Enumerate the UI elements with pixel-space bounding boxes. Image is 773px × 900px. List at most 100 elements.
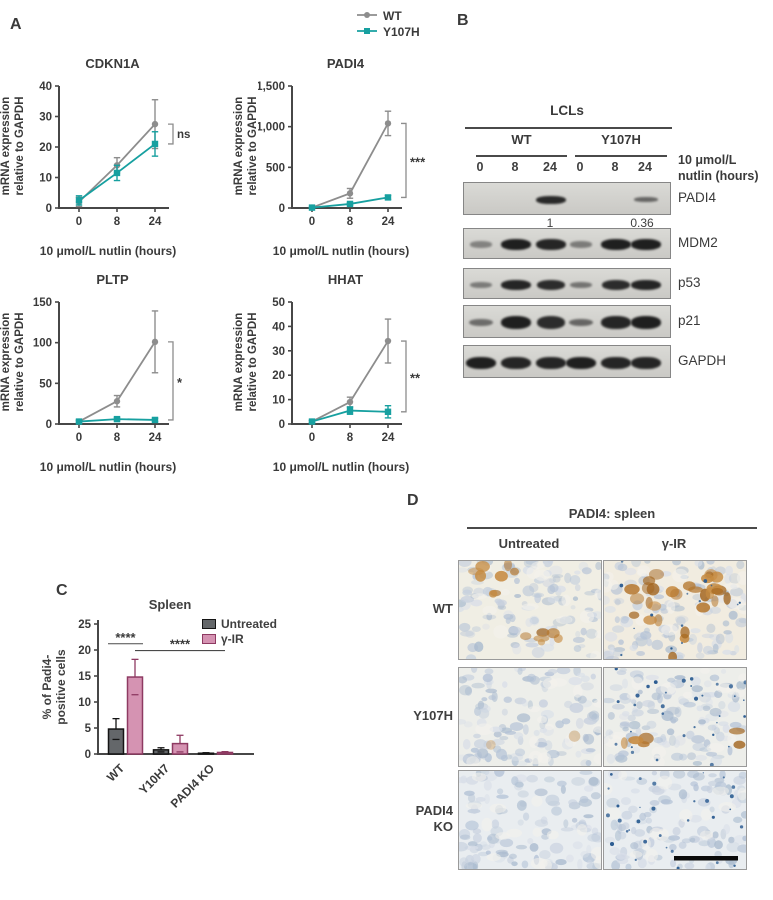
svg-text:ns: ns — [177, 129, 190, 141]
panel-b-label: B — [457, 12, 469, 29]
blot-label-padi4: PADI4 — [678, 189, 717, 205]
svg-text:0: 0 — [85, 749, 91, 761]
svg-text:***: *** — [410, 154, 426, 169]
blot-lane-label: 0 — [576, 160, 584, 174]
svg-text:24: 24 — [382, 432, 395, 444]
ihc-col-untreated: Untreated — [498, 536, 560, 551]
svg-text:10: 10 — [272, 395, 285, 407]
svg-text:500: 500 — [266, 162, 285, 174]
ihc-row-label: WT — [432, 601, 453, 616]
blot-label-p53: p53 — [678, 274, 701, 290]
svg-text:24: 24 — [149, 216, 162, 228]
svg-text:****: **** — [170, 637, 191, 652]
svg-text:0: 0 — [46, 203, 52, 215]
protein-band — [631, 279, 661, 290]
svg-text:0: 0 — [309, 432, 315, 444]
y-axis-label: mRNA expression relative to GAPDH — [233, 96, 259, 196]
blot-strip-mdm2 — [463, 228, 671, 259]
x-axis-label: 10 μmol/L nutlin (hours) — [39, 244, 177, 258]
protein-band — [536, 239, 566, 250]
protein-band — [601, 356, 631, 369]
protein-band — [501, 356, 531, 369]
svg-text:0: 0 — [76, 432, 82, 444]
band-quantification: 1 — [546, 216, 554, 230]
protein-band — [536, 356, 566, 369]
svg-text:150: 150 — [33, 297, 52, 309]
protein-band — [631, 239, 661, 250]
svg-text:50: 50 — [39, 378, 52, 390]
ihc-image-wt-untreated — [458, 560, 602, 660]
y-axis-label: mRNA expression relative to GAPDH — [0, 96, 26, 196]
blot-lane-label: 8 — [511, 160, 519, 174]
svg-text:****: **** — [115, 630, 136, 645]
ihc-title: PADI4: spleen — [568, 506, 656, 521]
legend-panel-a: WT Y107H — [356, 8, 420, 40]
ihc-image-padi4ko-gamma-ir — [603, 770, 747, 870]
protein-band — [601, 279, 631, 290]
blot-label-p21: p21 — [678, 312, 701, 328]
protein-band — [566, 356, 596, 369]
blot-strip-p53 — [463, 268, 671, 299]
svg-text:8: 8 — [347, 432, 354, 444]
y-axis-label: mRNA expression relative to GAPDH — [233, 312, 259, 412]
svg-text:20: 20 — [272, 370, 285, 382]
chart-padi4: PADI4 mRNA expression relative to GAPDH 0… — [228, 52, 446, 267]
ihc-image-wt-gamma-ir — [603, 560, 747, 660]
chart-title: PLTP — [96, 272, 129, 287]
protein-band — [631, 316, 661, 329]
blot-label-mdm2: MDM2 — [678, 234, 718, 250]
band-quantification: 0.36 — [630, 216, 654, 230]
protein-band — [501, 316, 531, 329]
chart-cdkn1a: CDKN1A mRNA expression relative to GAPDH … — [0, 52, 213, 267]
line-plot: 0 50 100 150 0 8 24 * — [25, 292, 207, 456]
legend-panel-c: Untreated γ-IR — [202, 616, 277, 646]
blot-strip-gapdh — [463, 345, 671, 378]
svg-text:30: 30 — [39, 112, 52, 124]
chart-pltp: PLTP mRNA expression relative to GAPDH 0 5… — [0, 268, 213, 483]
svg-text:10: 10 — [39, 173, 52, 185]
svg-text:WT: WT — [104, 761, 128, 785]
svg-text:20: 20 — [78, 645, 91, 657]
svg-text:30: 30 — [272, 346, 285, 358]
line-chart-svg: 0 10 20 30 40 0 8 24 ns — [39, 81, 190, 228]
line-chart-svg: 0 10 20 30 40 50 0 8 24 ** — [272, 297, 421, 444]
protein-band — [601, 316, 631, 329]
ihc-row-label: PADI4 KO — [415, 803, 453, 835]
svg-text:0: 0 — [46, 419, 52, 431]
x-axis-label: 10 μmol/L nutlin (hours) — [272, 244, 410, 258]
protein-band — [631, 356, 661, 369]
protein-band — [536, 195, 566, 204]
svg-text:8: 8 — [114, 216, 121, 228]
wt-line-marker-icon — [356, 9, 378, 24]
panel-c-label: C — [56, 582, 68, 599]
ihc-title-underline — [467, 527, 757, 529]
protein-band — [536, 316, 566, 329]
x-axis-label: 10 μmol/L nutlin (hours) — [272, 460, 410, 474]
protein-band — [634, 197, 658, 202]
svg-text:10: 10 — [78, 697, 91, 709]
legend-label-untreated: Untreated — [221, 616, 278, 631]
svg-text:0: 0 — [76, 216, 82, 228]
blot-lane-label: 24 — [638, 160, 652, 174]
scale-bar — [674, 856, 738, 861]
ihc-col-gamma-ir: γ-IR — [661, 536, 687, 551]
svg-text:**: ** — [410, 370, 421, 385]
svg-text:1,000: 1,000 — [258, 122, 285, 134]
svg-text:50: 50 — [272, 297, 285, 309]
blot-lane-label: 8 — [611, 160, 619, 174]
chart-title: PADI4 — [326, 56, 365, 71]
svg-text:20: 20 — [39, 142, 52, 154]
protein-band — [501, 239, 531, 250]
legend-item-untreated: Untreated — [202, 616, 277, 631]
protein-band — [601, 239, 631, 250]
legend-label-y107h: Y107H — [383, 25, 420, 39]
blot-strip-p21 — [463, 305, 671, 338]
svg-text:8: 8 — [114, 432, 121, 444]
blot-label-gapdh: GAPDH — [678, 352, 727, 368]
svg-text:PADI4 KO: PADI4 KO — [168, 761, 217, 810]
svg-text:25: 25 — [78, 619, 91, 631]
line-chart-svg: 0 500 1,000 1,500 0 8 24 *** — [256, 81, 426, 228]
protein-band — [469, 318, 493, 327]
svg-text:24: 24 — [382, 216, 395, 228]
